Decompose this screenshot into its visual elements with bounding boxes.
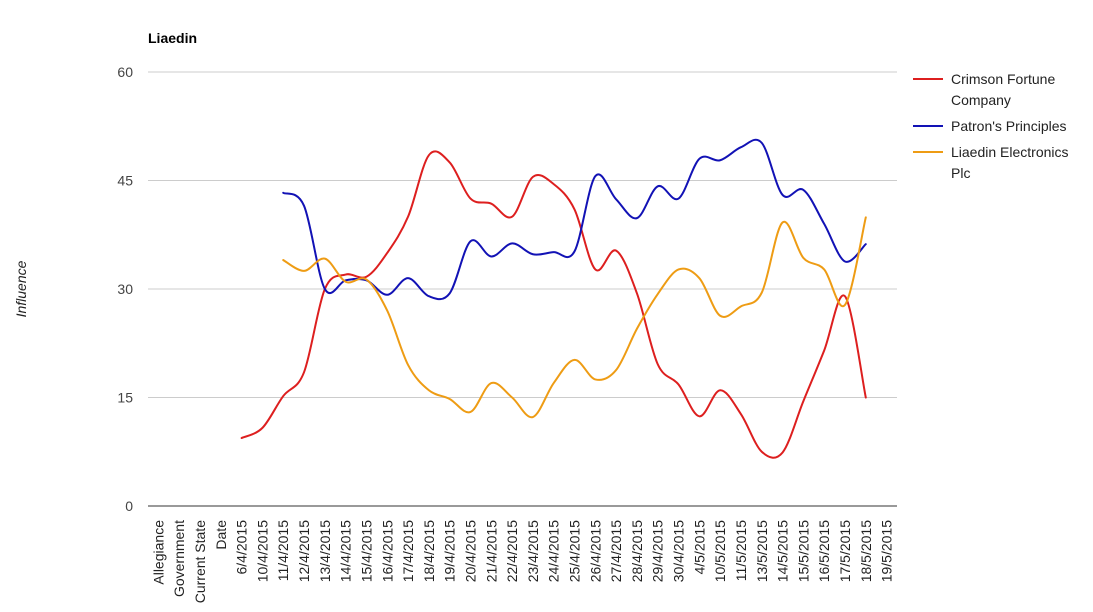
- x-tick-label: 15/5/2015: [795, 520, 811, 582]
- x-axis-ticks: Allegiance Government Current State Date 6/4…: [150, 520, 894, 603]
- x-tick-label: Current State: [192, 520, 208, 603]
- x-tick-label: 17/5/2015: [837, 520, 853, 582]
- y-tick-label: 60: [117, 64, 133, 80]
- gridlines: [148, 71, 897, 507]
- x-tick-label: Government: [171, 520, 187, 597]
- series-line-liaedin-electronics-plc: [282, 216, 867, 419]
- x-tick-label: 25/4/2015: [567, 520, 583, 582]
- x-tick-label: 14/5/2015: [775, 520, 791, 582]
- x-tick-label: 16/4/2015: [379, 520, 395, 582]
- x-tick-label: Date: [213, 520, 229, 550]
- y-tick-label: 45: [117, 173, 133, 189]
- x-tick-label: 4/5/2015: [691, 520, 707, 575]
- x-tick-label: 19/4/2015: [442, 520, 458, 582]
- x-tick-label: 14/4/2015: [338, 520, 354, 582]
- y-tick-label: 15: [117, 390, 133, 406]
- legend-label: Liaedin Electronics Plc: [951, 144, 1069, 181]
- y-axis-label: Influence: [13, 260, 29, 317]
- x-tick-label: 20/4/2015: [462, 520, 478, 582]
- x-tick-label: 23/4/2015: [525, 520, 541, 582]
- y-axis-ticks: 0 15 30 45 60: [117, 64, 133, 514]
- x-tick-label: 27/4/2015: [608, 520, 624, 582]
- series-line-patron-s-principles: [282, 138, 867, 301]
- x-tick-label: Allegiance: [150, 520, 166, 585]
- x-tick-label: 17/4/2015: [400, 520, 416, 582]
- y-tick-label: 0: [125, 498, 133, 514]
- x-tick-label: 11/5/2015: [733, 520, 749, 581]
- x-tick-label: 12/4/2015: [296, 520, 312, 582]
- x-tick-label: 19/5/2015: [879, 520, 895, 582]
- chart-title: Liaedin: [148, 30, 197, 46]
- legend-item-crimson-fortune-company[interactable]: Crimson Fortune Company: [913, 71, 1055, 108]
- legend: Crimson Fortune Company Patron's Principle…: [913, 71, 1069, 181]
- x-tick-label: 10/5/2015: [712, 520, 728, 582]
- series-line-crimson-fortune-company: [240, 150, 867, 459]
- x-tick-label: 15/4/2015: [358, 520, 374, 582]
- x-tick-label: 22/4/2015: [504, 520, 520, 582]
- x-tick-label: 21/4/2015: [483, 520, 499, 582]
- legend-label: Crimson Fortune Company: [951, 71, 1055, 108]
- x-tick-label: 30/4/2015: [671, 520, 687, 582]
- x-tick-label: 16/5/2015: [816, 520, 832, 582]
- x-tick-label: 13/5/2015: [754, 520, 770, 582]
- x-tick-label: 18/5/2015: [858, 520, 874, 582]
- x-tick-label: 28/4/2015: [629, 520, 645, 582]
- x-tick-label: 10/4/2015: [254, 520, 270, 582]
- legend-label: Patron's Principles: [951, 118, 1067, 134]
- x-tick-label: 11/4/2015: [275, 520, 291, 581]
- x-tick-label: 26/4/2015: [587, 520, 603, 582]
- y-tick-label: 30: [117, 281, 133, 297]
- series-lines: [240, 138, 867, 459]
- legend-item-liaedin-electronics-plc[interactable]: Liaedin Electronics Plc: [913, 144, 1069, 181]
- x-tick-label: 6/4/2015: [234, 520, 250, 575]
- x-tick-label: 29/4/2015: [650, 520, 666, 582]
- x-tick-label: 18/4/2015: [421, 520, 437, 582]
- legend-item-patron-s-principles[interactable]: Patron's Principles: [913, 118, 1067, 134]
- x-tick-label: 24/4/2015: [546, 520, 562, 582]
- x-tick-label: 13/4/2015: [317, 520, 333, 582]
